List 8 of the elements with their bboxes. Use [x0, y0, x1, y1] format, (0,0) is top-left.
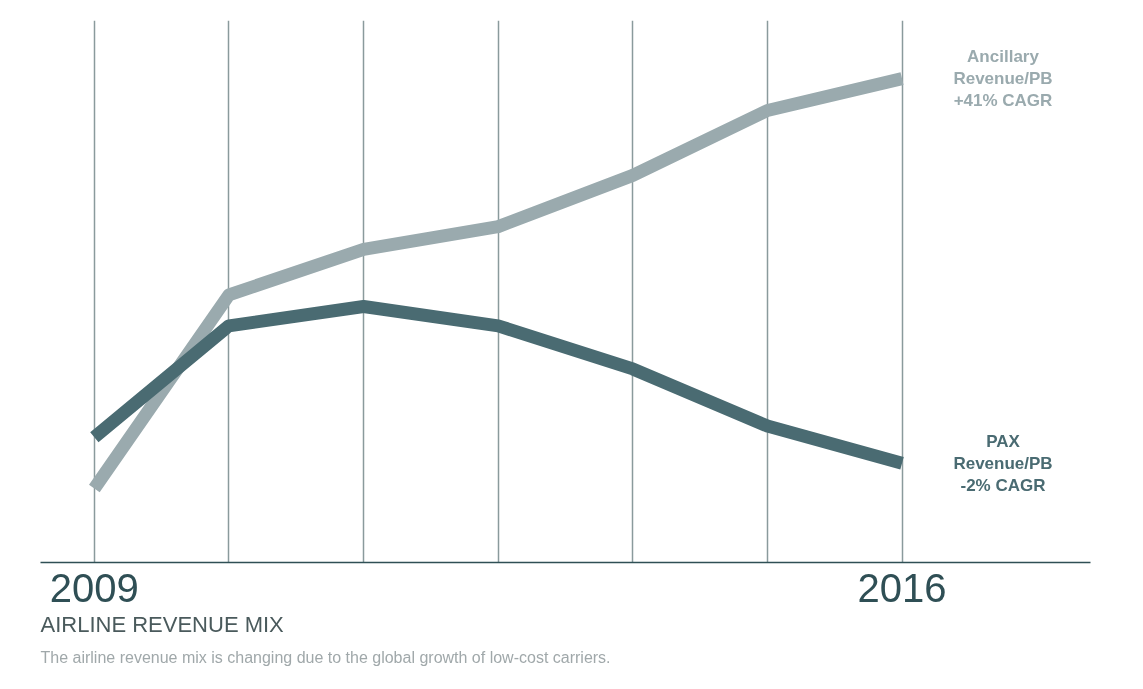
text: AIRLINE REVENUE MIX	[40, 611, 285, 637]
text: PAX Revenue/PB	[953, 431, 1053, 473]
annotation: -2% CAGR	[960, 475, 1046, 495]
annotation: +41% CAGR	[953, 91, 1053, 111]
text: Ancillary Revenue/PB	[953, 47, 1053, 89]
text: The airline revenue mix is changing due to the global growth of low-cost carriers.	[40, 648, 611, 666]
x-tick-label: 2009	[49, 565, 139, 610]
x-tick-label: 2016	[857, 565, 947, 610]
